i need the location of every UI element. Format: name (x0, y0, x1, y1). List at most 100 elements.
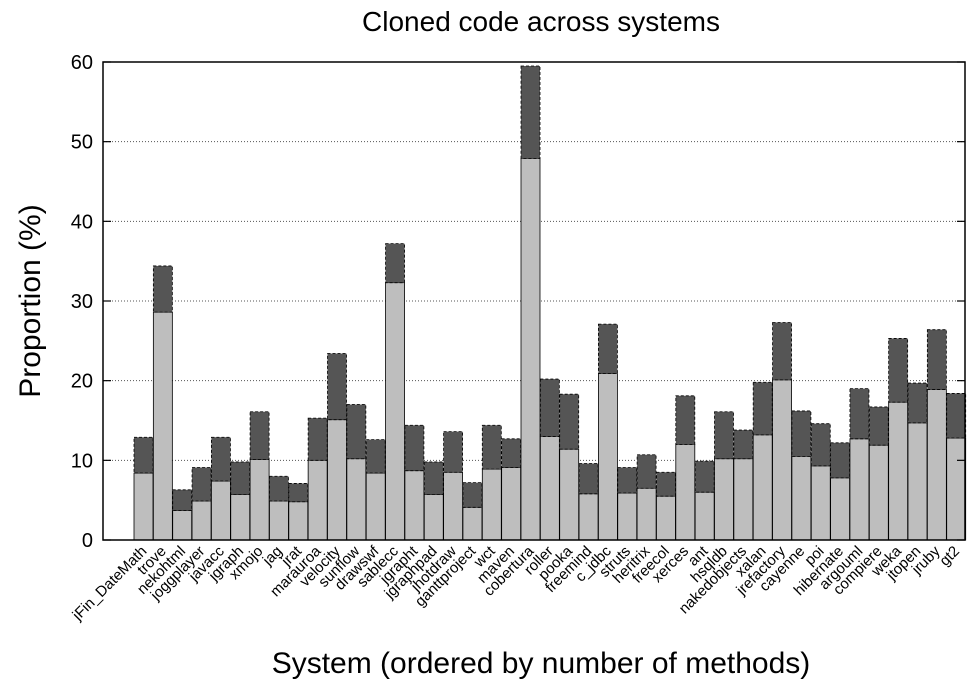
bar-upper-segment (656, 471, 676, 497)
bar-upper-segment (791, 410, 812, 457)
bar-upper-segment (539, 378, 560, 437)
y-tick-label: 40 (71, 211, 93, 233)
bar-lower-segment (694, 491, 715, 541)
bar-upper-segment (423, 461, 444, 495)
bar-upper-segment (385, 243, 405, 284)
y-tick-label: 50 (71, 132, 93, 154)
bar-upper-segment (598, 323, 618, 374)
bar-upper-segment (443, 431, 464, 473)
bar-upper-segment (578, 463, 599, 495)
y-tick-label: 30 (71, 291, 93, 313)
bar-lower-segment (849, 438, 870, 541)
bar-lower-segment (752, 434, 773, 541)
bar-lower-segment (520, 157, 541, 541)
bar-upper-segment (810, 423, 831, 467)
bar-upper-segment (481, 424, 502, 470)
bar-upper-segment (191, 467, 212, 502)
bar-lower-segment (714, 458, 734, 541)
bar-lower-segment (791, 455, 812, 541)
y-axis-label: Proportion (%) (14, 204, 47, 397)
bar-lower-segment (133, 472, 154, 541)
bar-upper-segment (365, 439, 386, 474)
bar-upper-segment (520, 65, 541, 159)
bar-upper-segment (307, 417, 328, 461)
bar-lower-segment (578, 493, 599, 541)
bar-upper-segment (694, 460, 715, 493)
bar-lower-segment (423, 494, 444, 541)
bar-upper-segment (868, 406, 889, 446)
bar-upper-segment (752, 381, 773, 436)
bar-upper-segment (152, 265, 173, 313)
chart-title: Cloned code across systems (362, 6, 720, 37)
bar-lower-segment (656, 495, 676, 541)
y-tick-label: 60 (71, 52, 93, 74)
bars (133, 65, 967, 541)
y-axis-ticks: 0 10 20 30 40 50 60 (71, 52, 965, 552)
bar-lower-segment (830, 477, 850, 541)
bar-upper-segment (946, 393, 967, 439)
bar-lower-segment (230, 494, 251, 541)
bar-lower-segment (636, 487, 657, 541)
bar-lower-segment (907, 422, 928, 541)
bar-lower-segment (598, 373, 618, 541)
x-axis-label: System (ordered by number of methods) (272, 647, 811, 680)
bar-lower-segment (191, 500, 212, 541)
bar-lower-segment (559, 448, 580, 541)
bar-lower-segment (288, 501, 309, 541)
bar-upper-segment (346, 404, 367, 460)
bar-upper-segment (249, 411, 270, 460)
bar-lower-segment (888, 401, 909, 541)
bar-lower-segment (946, 437, 967, 541)
bar-lower-segment (733, 458, 754, 541)
bar-lower-segment (385, 282, 405, 541)
x-tick-label: gt2 (936, 543, 963, 570)
bar-lower-segment (481, 468, 502, 541)
bar-upper-segment (675, 395, 696, 445)
bar-lower-segment (152, 311, 173, 541)
bar-upper-segment (772, 322, 792, 381)
bar-lower-segment (346, 458, 367, 541)
bar-lower-segment (172, 510, 193, 541)
bar-lower-segment (675, 443, 696, 541)
bar-lower-segment (539, 436, 560, 541)
bar-lower-segment (307, 459, 328, 541)
y-tick-label: 10 (71, 450, 93, 472)
bar-upper-segment (269, 475, 289, 502)
bar-upper-segment (559, 393, 580, 450)
bar-upper-segment (849, 388, 870, 440)
bar-lower-segment (462, 506, 483, 541)
bar-lower-segment (617, 492, 638, 541)
bar-upper-segment (172, 489, 193, 511)
bar-lower-segment (810, 465, 831, 541)
bar-upper-segment (926, 329, 947, 390)
y-tick-label: 0 (82, 530, 93, 552)
bar-lower-segment (772, 379, 792, 541)
bar-upper-segment (230, 461, 251, 495)
bar-upper-segment (907, 382, 928, 424)
bar-lower-segment (868, 444, 889, 541)
bar-upper-segment (327, 353, 347, 421)
bar-upper-segment (617, 467, 638, 494)
y-tick-label: 20 (71, 371, 93, 393)
bar-upper-segment (830, 442, 850, 479)
bar-upper-segment (888, 338, 909, 403)
x-axis-labels: jFin_DateMathtrovenekohtmljoggplayerjava… (69, 542, 963, 624)
bar-upper-segment (501, 438, 522, 468)
bar-lower-segment (249, 459, 270, 541)
bar-upper-segment (733, 429, 754, 460)
bar-upper-segment (462, 482, 483, 508)
bar-upper-segment (636, 454, 657, 489)
bar-upper-segment (210, 436, 231, 482)
bar-lower-segment (327, 419, 347, 541)
bar-upper-segment (288, 483, 309, 503)
bar-lower-segment (501, 467, 522, 541)
bar-lower-segment (210, 480, 231, 541)
bar-lower-segment (269, 500, 289, 541)
bar-upper-segment (133, 436, 154, 474)
bar-upper-segment (404, 424, 425, 472)
bar-lower-segment (926, 389, 947, 541)
bar-upper-segment (714, 411, 734, 460)
bar-lower-segment (404, 470, 425, 541)
bar-lower-segment (443, 471, 464, 541)
